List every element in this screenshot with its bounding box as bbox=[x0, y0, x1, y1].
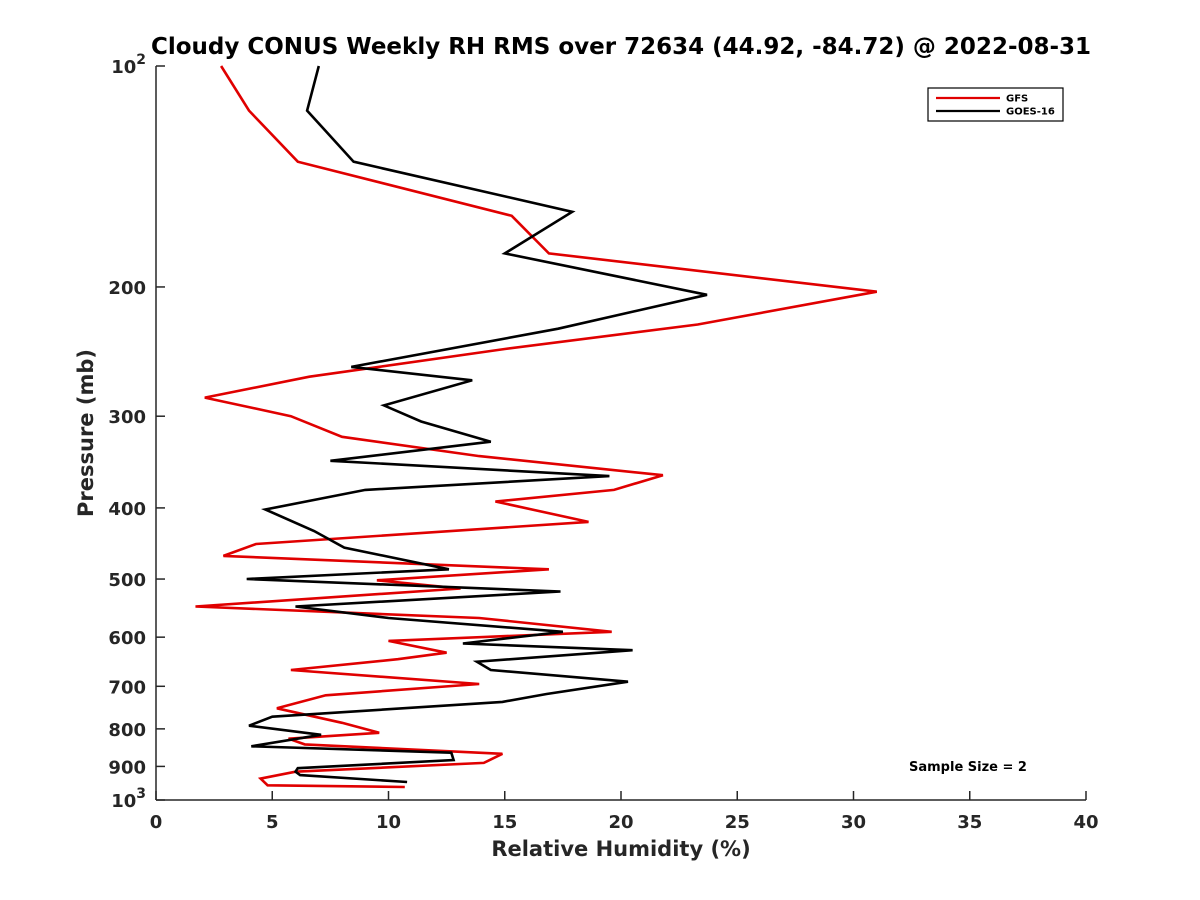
chart-title: Cloudy CONUS Weekly RH RMS over 72634 (4… bbox=[151, 34, 1091, 60]
y-tick-label: 102 bbox=[111, 52, 146, 78]
plot-lines bbox=[195, 65, 878, 789]
x-ticks: 0 5 10 15 20 25 30 35 40 bbox=[150, 791, 1099, 833]
legend-box bbox=[927, 87, 1064, 122]
y-tick-label: 300 bbox=[108, 407, 146, 428]
y-tick-label: 500 bbox=[108, 570, 146, 591]
y-tick-label: 700 bbox=[108, 677, 146, 698]
x-tick-label: 25 bbox=[725, 812, 750, 833]
x-tick-label: 20 bbox=[608, 812, 633, 833]
y-tick-label: 900 bbox=[108, 757, 146, 778]
x-tick-label: 35 bbox=[957, 812, 982, 833]
x-tick-label: 15 bbox=[492, 812, 517, 833]
y-tick-label: 200 bbox=[108, 278, 146, 299]
x-tick-label: 5 bbox=[266, 812, 279, 833]
y-tick-label: 103 bbox=[111, 786, 146, 812]
x-tick-label: 10 bbox=[376, 812, 401, 833]
y-tick-label: 800 bbox=[108, 720, 146, 741]
sample-size-annotation: Sample Size = 2 bbox=[909, 760, 1027, 775]
legend: GFS GOES-16 bbox=[927, 87, 1064, 122]
y-axis-label: Pressure (mb) bbox=[74, 349, 98, 517]
y-tick-label: 600 bbox=[108, 628, 146, 649]
x-tick-label: 0 bbox=[150, 812, 163, 833]
x-tick-label: 40 bbox=[1073, 812, 1098, 833]
x-axis-label: Relative Humidity (%) bbox=[491, 837, 750, 861]
series-line-goes16 bbox=[246, 65, 708, 784]
legend-label-goes16: GOES-16 bbox=[1006, 107, 1055, 118]
legend-label-gfs: GFS bbox=[1006, 94, 1028, 105]
y-ticks: 102 200 300 400 500 600 700 800 900 103 bbox=[108, 52, 165, 812]
x-tick-label: 30 bbox=[841, 812, 866, 833]
y-tick-label: 400 bbox=[108, 499, 146, 520]
